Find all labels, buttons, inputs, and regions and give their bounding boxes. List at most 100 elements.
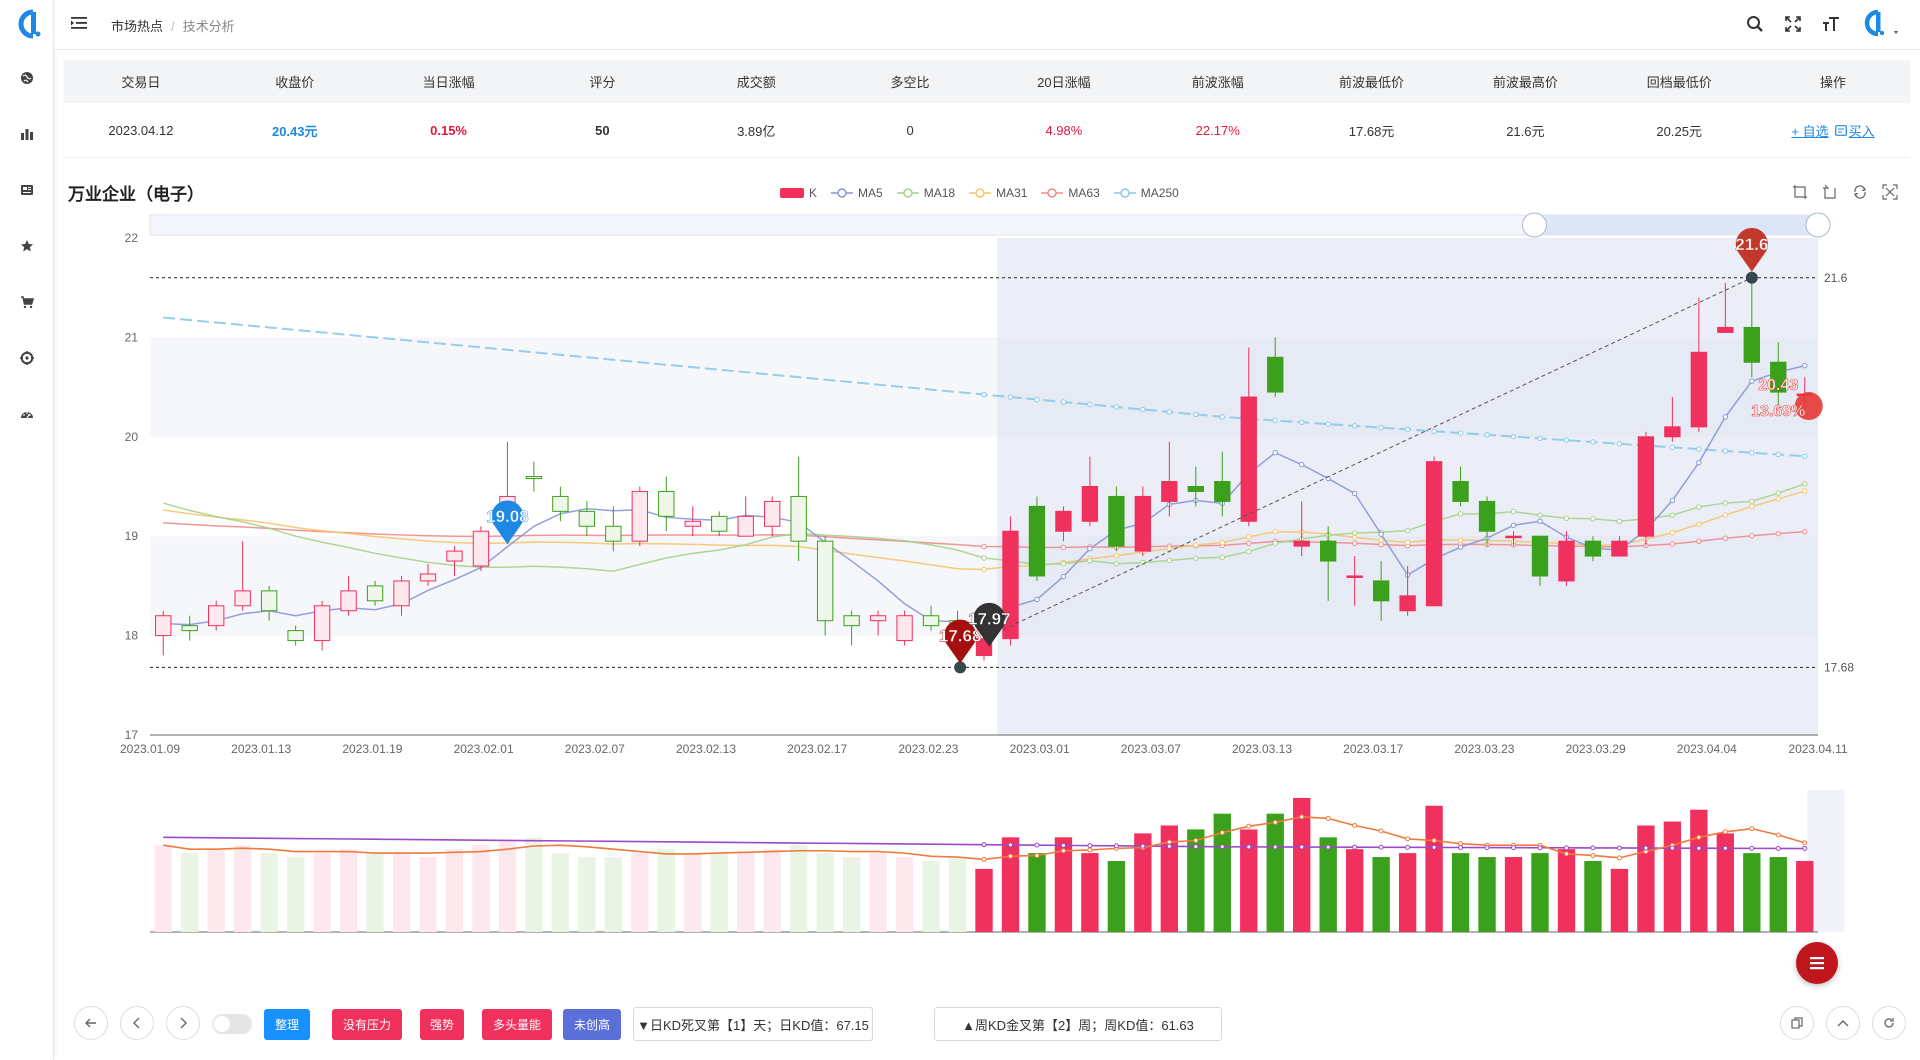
ma18-line-dot [1193,555,1199,561]
volume-bar [472,845,490,932]
target-icon[interactable] [17,348,37,368]
legend-item-k[interactable]: K [780,186,817,200]
volume-bar [578,857,596,932]
volume-ma-dot [1087,843,1093,849]
volume-bar [948,857,967,932]
breadcrumb-separator: / [171,19,175,34]
legend-label: MA5 [858,186,883,200]
volume-ma-dot [1775,832,1781,838]
ma31-line-dot [1113,552,1120,559]
ma250-line-dot [1007,394,1014,400]
tag-bull-volume[interactable]: 多头量能 [482,1009,552,1040]
back-arrow-icon[interactable] [74,1006,108,1040]
globe-icon[interactable] [17,68,37,88]
last-price-label: 20.43 [1758,377,1798,394]
y-tick-label: 18 [125,629,139,643]
ma5-line-dot [1669,497,1676,504]
bar-chart-icon[interactable] [17,124,37,144]
plot-band [150,337,1818,437]
x-tick-label: 2023.03.29 [1566,742,1626,756]
next-chevron-icon[interactable] [166,1006,200,1040]
ma63-line-dot [1669,541,1676,547]
tag-no-new-high[interactable]: 未创高 [563,1009,621,1040]
candle-body [1320,540,1337,562]
ma31-line-dot [1749,503,1755,510]
cart-icon[interactable] [17,292,37,312]
ma63-line-dot [1749,532,1755,539]
add-watchlist-link[interactable]: + 自选 [1791,123,1829,139]
x-tick-label: 2023.01.19 [342,742,402,756]
volume-ma-dot [1272,819,1278,825]
buy-link[interactable]: 买入 [1848,123,1875,139]
menu-toggle-icon[interactable] [70,14,90,34]
zoom-reset-icon[interactable] [1822,184,1840,202]
logo-icon[interactable] [11,8,43,40]
volume-bar [1134,833,1152,932]
ma63-line-dot [1696,538,1702,544]
candle-body [790,495,807,542]
ma31-line-dot [981,566,987,573]
ma31-line-dot [1775,496,1781,502]
star-icon[interactable] [17,236,37,256]
legend-item-ma18[interactable]: MA18 [896,186,955,200]
zoom-slider-window [1534,215,1818,235]
news-icon[interactable] [17,180,37,200]
buy-icon[interactable] [1834,124,1847,136]
x-tick-label: 2023.02.17 [787,742,847,756]
low-marker: 17.68 [939,619,982,664]
ma5-line-dot [1537,518,1543,524]
candle-body [1558,540,1575,582]
user-avatar-icon[interactable] [1858,9,1902,37]
volume-bar [1425,805,1443,932]
legend-swatch [1041,188,1064,198]
topbar: 市场热点 / 技术分析 [55,0,1920,50]
volume-ma-dot [1166,843,1172,849]
font-size-icon[interactable] [1820,12,1842,36]
volume-bar [737,853,755,932]
search-icon[interactable] [1744,12,1766,36]
legend-label: MA250 [1140,186,1179,200]
candle-body [631,490,648,542]
volume-ma-dot [1246,823,1252,829]
daily-kd-indicator[interactable]: ▼日KD死叉第【1】天；日KD值：67.15 [633,1007,873,1041]
volume-bar [1637,825,1655,932]
header-score: 评分 [589,75,616,90]
cell-score: 50 [595,122,610,138]
breadcrumb-parent[interactable]: 市场热点 [111,19,164,34]
volume-bar [657,849,675,932]
legend-item-ma31[interactable]: MA31 [969,186,1027,200]
tag-strong[interactable]: 强势 [420,1009,464,1040]
legend-item-ma5[interactable]: MA5 [831,186,883,200]
legend-item-ma250[interactable]: MA250 [1113,186,1179,200]
menu-fab-icon[interactable] [1796,942,1838,984]
candle-body [1399,595,1416,612]
volume-bar [445,849,464,932]
tag-consolidation[interactable]: 整理 [264,1009,310,1040]
weekly-kd-indicator[interactable]: ▲周KD金叉第【2】周；周KD值：61.63 [934,1007,1222,1041]
volume-bar [1478,857,1496,932]
wave-zone [997,238,1818,735]
restore-icon[interactable] [1852,184,1870,202]
candle-body [208,605,225,627]
legend-item-ma63[interactable]: MA63 [1041,186,1100,200]
display-toggle[interactable] [212,1014,252,1034]
volume-ma-dot [1007,853,1013,859]
volume-ma-dot [1166,839,1172,845]
candle-body [393,580,410,607]
refresh-icon[interactable] [1872,1006,1906,1040]
ma18-line-dot [1510,508,1517,515]
tag-no-pressure[interactable]: 没有压力 [332,1009,402,1040]
zoom-area-icon[interactable] [1792,184,1810,202]
dashboard-icon[interactable] [17,404,37,424]
ma18-line-dot [1219,554,1225,561]
save-image-icon[interactable] [1882,184,1900,202]
volume-bar [1107,861,1126,932]
prev-chevron-icon[interactable] [120,1006,154,1040]
volume-ma-dot [1802,846,1808,852]
fullscreen-icon[interactable] [1782,12,1804,36]
volume-bar [631,853,649,932]
candle-body [1452,481,1469,502]
scroll-top-icon[interactable] [1826,1006,1860,1040]
copy-icon[interactable] [1780,1006,1814,1040]
candle-body [1002,530,1019,640]
